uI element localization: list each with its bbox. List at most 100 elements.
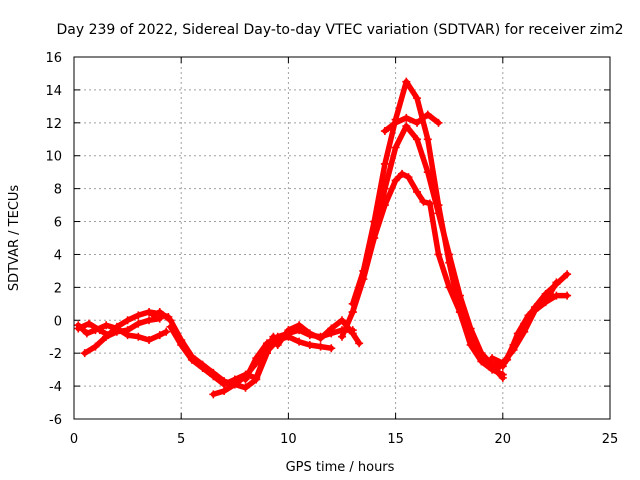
x-tick-label: 15	[387, 432, 404, 447]
data-point-sat-track-5	[166, 322, 175, 331]
data-point-sat-track-11	[391, 176, 400, 185]
data-point-sat-track-15	[509, 345, 518, 354]
data-point-sat-track-6	[230, 380, 239, 389]
data-point-sat-track-9	[413, 94, 422, 103]
data-point-sat-track-15	[488, 354, 497, 363]
y-tick-label: -4	[49, 380, 62, 395]
y-tick-label: -2	[49, 347, 62, 362]
data-point-sat-track-10	[391, 143, 400, 152]
data-point-sat-track-11	[413, 187, 422, 196]
data-point-sat-track-5	[198, 363, 207, 372]
data-point-sat-track-3	[91, 342, 100, 351]
data-point-sat-track-4	[155, 308, 164, 317]
data-point-sat-track-15	[498, 359, 507, 368]
data-point-sat-track-1	[145, 336, 154, 345]
data-point-sat-track-1	[134, 332, 143, 341]
data-point-sat-track-7	[241, 375, 250, 384]
data-point-sat-track-10	[348, 308, 357, 317]
data-point-sat-track-11	[380, 201, 389, 210]
data-point-sat-track-6	[327, 344, 336, 353]
data-point-sat-track-13	[492, 365, 501, 374]
data-point-sat-track-8	[284, 326, 293, 335]
data-point-sat-track-2	[95, 326, 104, 335]
y-tick-label: 2	[54, 281, 62, 296]
chart-title: Day 239 of 2022, Sidereal Day-to-day VTE…	[57, 22, 624, 38]
x-axis-label: GPS time / hours	[286, 460, 395, 475]
data-point-sat-track-11	[398, 169, 407, 178]
data-point-sat-track-7	[262, 339, 271, 348]
x-tick-label: 25	[602, 432, 619, 447]
data-point-sat-track-7	[252, 354, 261, 363]
data-point-sat-track-5	[177, 340, 186, 349]
data-point-sat-track-8	[316, 334, 325, 343]
data-point-sat-track-14	[563, 270, 572, 279]
data-point-sat-track-2	[145, 308, 154, 317]
y-tick-label: -6	[49, 413, 62, 428]
data-point-sat-track-11	[425, 199, 434, 208]
data-point-sat-track-2	[123, 316, 132, 325]
data-point-sat-track-8	[327, 324, 336, 333]
series-line-sat-track-10	[349, 123, 506, 368]
grid-layer	[74, 57, 610, 419]
data-point-sat-track-5	[209, 372, 218, 381]
y-tick-label: 14	[45, 84, 62, 99]
data-point-sat-track-9	[423, 135, 432, 144]
plot-frame	[73, 56, 611, 420]
data-point-sat-track-8	[348, 329, 357, 338]
data-point-sat-track-12	[391, 118, 400, 127]
data-point-sat-track-11	[370, 234, 379, 242]
y-tick-label: 0	[54, 314, 62, 329]
y-axis-label: SDTVAR / TECUs	[7, 185, 22, 292]
data-point-sat-track-11	[498, 373, 507, 382]
x-tick-label: 0	[70, 432, 78, 447]
data-point-sat-track-11	[455, 308, 464, 317]
x-tick-label: 20	[495, 432, 512, 447]
data-point-sat-track-11	[359, 266, 368, 275]
x-tick-label: 5	[177, 432, 185, 447]
data-point-sat-track-6	[209, 390, 218, 399]
data-point-sat-track-6	[220, 387, 229, 396]
data-point-sat-track-8	[305, 329, 314, 338]
data-point-sat-track-15	[563, 291, 572, 300]
data-point-sat-track-4	[241, 383, 250, 392]
data-point-sat-track-4	[149, 311, 158, 320]
data-point-sat-track-1	[102, 321, 111, 330]
data-point-sat-track-8	[295, 321, 304, 330]
y-tick-label: 4	[54, 248, 62, 263]
data-point-sat-track-12	[434, 118, 443, 127]
data-point-sat-track-12	[423, 110, 432, 119]
data-point-sat-track-14	[552, 280, 561, 289]
data-point-sat-track-6	[316, 342, 325, 351]
data-point-sat-track-13	[481, 355, 490, 364]
data-point-sat-track-15	[530, 306, 539, 315]
series-line-sat-track-12	[382, 111, 442, 134]
data-point-sat-track-11	[477, 349, 486, 358]
data-point-sat-track-2	[134, 311, 143, 320]
x-tick-label: 10	[280, 432, 297, 447]
data-point-sat-track-11	[434, 250, 443, 259]
data-point-sat-track-10	[423, 168, 432, 177]
data-point-sat-track-9	[380, 159, 389, 168]
data-point-sat-track-8	[338, 316, 346, 325]
data-point-sat-track-6	[305, 340, 314, 349]
data-point-sat-track-3	[134, 319, 143, 328]
y-tick-label: 10	[45, 150, 62, 165]
data-point-sat-track-9	[402, 77, 411, 86]
data-point-sat-track-10	[445, 250, 454, 259]
data-point-sat-track-10	[455, 291, 464, 300]
series-line-sat-track-15	[489, 292, 570, 366]
data-point-sat-track-3	[123, 326, 132, 335]
data-point-sat-track-2	[74, 324, 83, 333]
data-point-sat-track-15	[520, 327, 529, 336]
data-point-sat-track-1	[155, 331, 164, 340]
data-point-sat-track-10	[402, 122, 411, 131]
data-point-sat-track-12	[413, 118, 422, 127]
data-point-sat-track-15	[541, 298, 550, 307]
data-point-sat-track-14	[541, 289, 550, 298]
data-point-sat-track-11	[404, 173, 413, 182]
data-point-sat-track-12	[402, 113, 411, 122]
data-point-sat-track-8	[273, 340, 282, 349]
data-point-sat-track-9	[338, 332, 346, 341]
data-point-sat-track-11	[466, 332, 475, 341]
